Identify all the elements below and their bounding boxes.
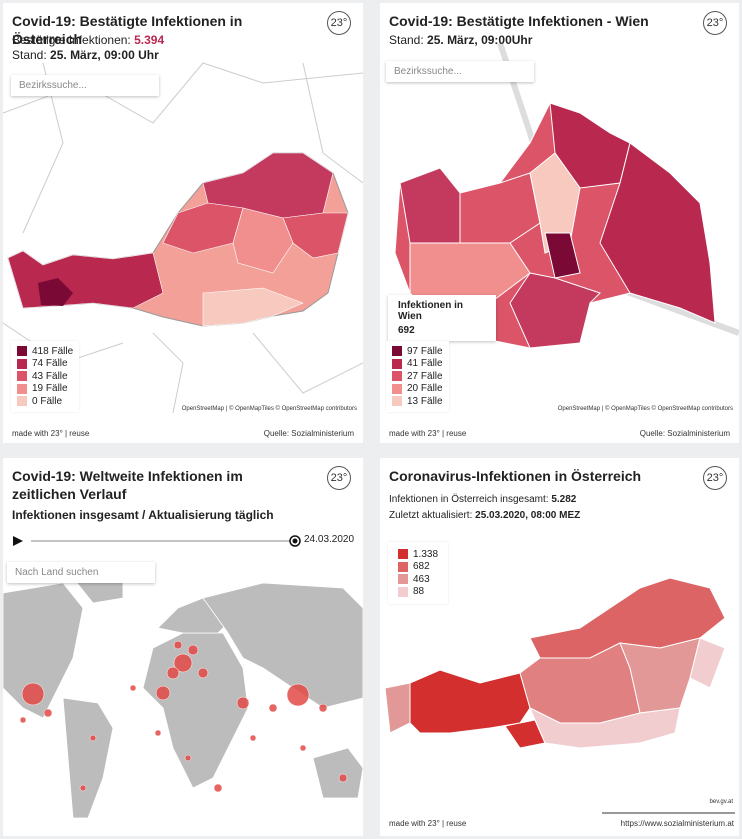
tooltip-value: 692 — [398, 325, 415, 336]
legend-label: 463 — [413, 573, 430, 585]
attribution: OpenStreetMap | © OpenMapTiles © OpenStr… — [181, 406, 357, 412]
legend-item: 43 Fälle — [17, 370, 73, 383]
label: Stand: — [12, 48, 47, 62]
logo: 23° — [327, 11, 351, 35]
legend-label: 0 Fälle — [32, 395, 63, 407]
info-line: Zuletzt aktualisiert: 25.03.2020, 08:00 … — [389, 510, 580, 521]
logo: 23° — [703, 11, 727, 35]
legend-item: 27 Fälle — [392, 370, 443, 383]
value: 25. März, 09:00 Uhr — [50, 48, 159, 62]
panel: Covid-19: Weltweite Infektionen im zeitl… — [3, 458, 363, 836]
attribution: bev.gv.at — [709, 799, 733, 805]
legend-item: 0 Fälle — [17, 395, 73, 408]
tooltip-title: Infektionen in Wien — [398, 300, 463, 322]
footer-left[interactable]: made with 23° | reuse — [12, 429, 90, 438]
legend-swatch — [392, 358, 402, 369]
legend: 418 Fälle 74 Fälle 43 Fälle 19 Fälle 0 Fälle — [11, 341, 80, 412]
value: 25.03.2020, 08:00 MEZ — [475, 510, 581, 521]
legend-item: 682 — [398, 561, 438, 574]
legend-label: 19 Fälle — [32, 383, 68, 395]
legend-swatch — [17, 346, 27, 357]
legend-label: 74 Fälle — [32, 358, 68, 370]
footer-right: https://www.sozialministerium.at — [620, 819, 734, 828]
footer-right: Quelle: Sozialministerium — [639, 429, 730, 438]
legend-label: 27 Fälle — [407, 370, 443, 382]
info-line: Bestätigte Infektionen: 5.394 — [12, 33, 164, 47]
info-line: Infektionen in Österreich insgesamt: 5.2… — [389, 494, 576, 505]
legend-swatch — [17, 371, 27, 382]
legend-swatch — [398, 574, 408, 585]
legend-swatch — [392, 383, 402, 394]
legend: 1.338 682 463 88 — [388, 542, 449, 604]
legend-label: 97 Fälle — [407, 345, 443, 357]
title: Covid-19: Bestätigte Infektionen - Wien — [389, 13, 649, 29]
legend-label: 43 Fälle — [32, 370, 68, 382]
legend-label: 20 Fälle — [407, 383, 443, 395]
map — [3, 62, 363, 414]
legend-item: 418 Fälle — [17, 345, 73, 358]
search-input[interactable]: Bezirkssuche... — [11, 75, 159, 96]
map — [394, 42, 739, 349]
legend-item: 19 Fälle — [17, 383, 73, 396]
map — [384, 577, 735, 814]
title: Covid-19: Weltweite Infektionen im zeitl… — [12, 468, 243, 502]
info-line: Stand: 25. März, 09:00 Uhr — [12, 48, 159, 62]
title: Covid-19: Bestätigte Infektionen in Öste… — [12, 13, 243, 47]
legend-label: 41 Fälle — [407, 358, 443, 370]
legend-item: 20 Fälle — [392, 383, 443, 396]
legend-swatch — [17, 396, 27, 407]
footer-left[interactable]: made with 23° | reuse — [389, 429, 467, 438]
legend-swatch — [398, 549, 408, 560]
label: Infektionen in Österreich insgesamt: — [389, 494, 549, 505]
legend: 97 Fälle 41 Fälle 27 Fälle 20 Fälle 13 Fälle — [386, 341, 449, 412]
legend-swatch — [392, 396, 402, 407]
value: 5.282 — [551, 494, 577, 505]
panel: Covid-19: Bestätigte Infektionen - Wien … — [380, 3, 739, 443]
logo: 23° — [703, 466, 727, 490]
search-input[interactable]: Bezirkssuche... — [386, 61, 534, 82]
legend-label: 1.338 — [413, 548, 439, 560]
footer-right: Quelle: Sozialministerium — [263, 429, 354, 438]
logo: 23° — [327, 466, 351, 490]
label: Stand: — [389, 33, 424, 47]
title: Coronavirus-Infektionen in Österreich — [389, 468, 642, 484]
legend-item: 1.338 — [398, 548, 438, 561]
footer-left[interactable]: made with 23° | reuse — [389, 819, 467, 828]
label: Zuletzt aktualisiert: — [389, 510, 473, 521]
info-line: Stand: 25. März, 09:00Uhr — [389, 33, 532, 47]
panel: Covid-19: Bestätigte Infektionen in Öste… — [3, 3, 363, 443]
attribution: OpenStreetMap | © OpenMapTiles © OpenStr… — [557, 406, 733, 412]
legend-swatch — [398, 561, 408, 572]
legend-label: 13 Fälle — [407, 395, 443, 407]
legend-label: 418 Fälle — [32, 345, 74, 357]
panel: Coronavirus-Infektionen in Österreich 23… — [380, 458, 739, 836]
legend-swatch — [17, 383, 27, 394]
legend-label: 682 — [413, 561, 430, 573]
legend-item: 463 — [398, 573, 438, 586]
legend-swatch — [17, 358, 27, 369]
legend-item: 88 — [398, 586, 438, 599]
search-input[interactable]: Nach Land suchen — [7, 562, 155, 583]
legend-swatch — [398, 586, 408, 597]
map — [3, 535, 363, 819]
legend-swatch — [392, 346, 402, 357]
label: Bestätigte Infektionen: — [12, 33, 131, 47]
legend-item: 74 Fälle — [17, 358, 73, 371]
legend-item: 97 Fälle — [392, 345, 443, 358]
subtitle: Infektionen insgesamt / Aktualisierung t… — [12, 508, 274, 522]
legend-item: 13 Fälle — [392, 395, 443, 408]
legend-swatch — [392, 371, 402, 382]
legend-label: 88 — [413, 586, 425, 598]
tooltip: Infektionen in Wien 692 — [388, 295, 496, 341]
value: 25. März, 09:00Uhr — [427, 33, 533, 47]
date-label: 24.03.2020 — [304, 534, 355, 545]
legend-item: 41 Fälle — [392, 358, 443, 371]
value: 5.394 — [134, 33, 165, 47]
